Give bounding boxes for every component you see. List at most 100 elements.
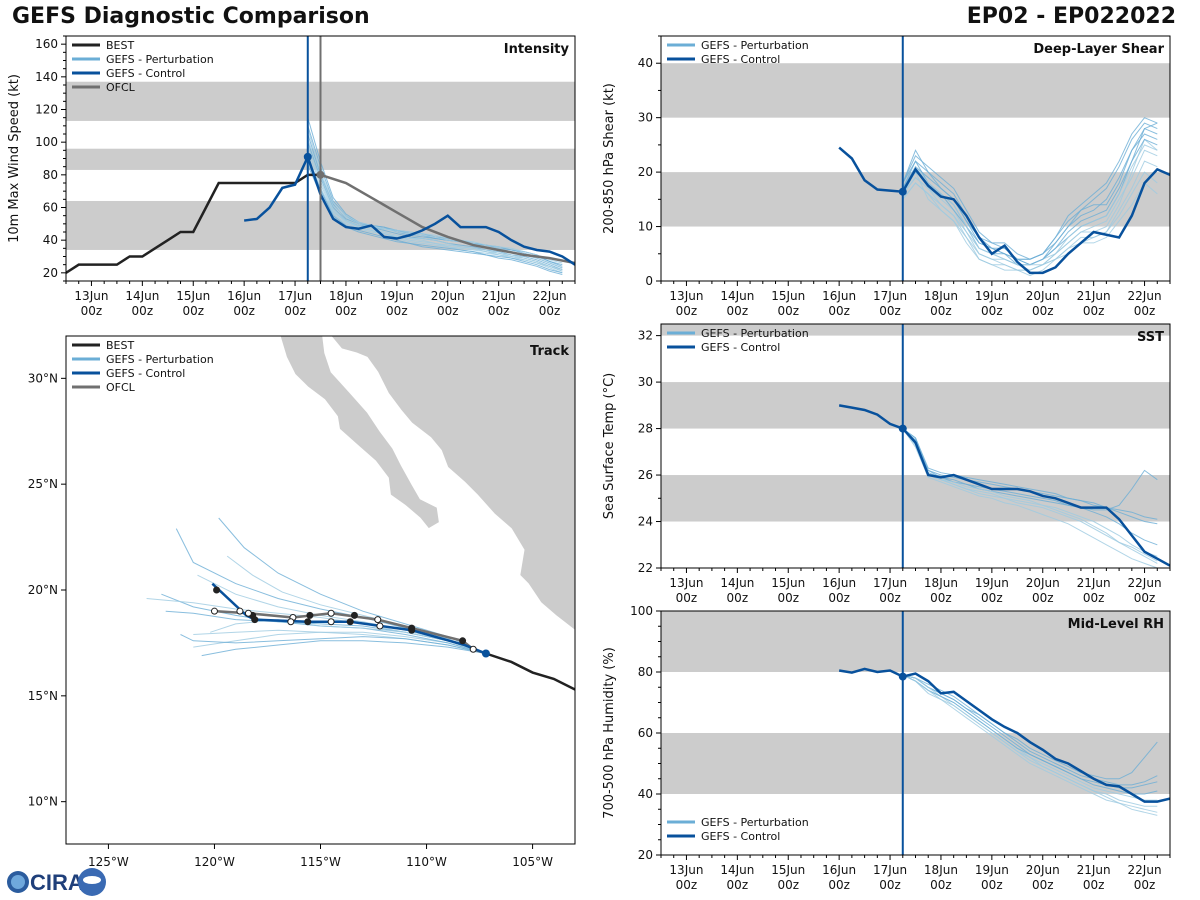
legend-label: GEFS - Control [106,67,185,80]
y-tick-label: 26 [638,468,653,482]
x-tick-label: 00z [1134,591,1156,605]
x-tick-label: 00z [386,304,408,318]
x-tick-label: 00z [727,591,749,605]
x-tick-label: 00z [981,591,1003,605]
perturbation-line [902,428,1158,562]
x-tick-label: 115°W [300,855,341,869]
perturbation-line [902,428,1158,520]
legend-label: GEFS - Perturbation [701,816,809,829]
x-tick-label: 00z [676,591,698,605]
y-tick-label: 22 [638,561,653,575]
x-tick-label: 00z [777,878,799,892]
legend-label: GEFS - Perturbation [701,327,809,340]
x-tick-label: 17Jun [873,576,907,590]
category-band [661,475,1170,522]
perturbation-line [902,674,1158,813]
perturbation-line [307,128,563,264]
x-tick-label: 19Jun [380,289,414,303]
legend-label: OFCL [106,381,136,394]
legend-label: GEFS - Perturbation [701,39,809,52]
y-tick-label: 40 [43,233,58,247]
y-tick-label: 100 [35,135,58,149]
ofcl-position-dot [236,607,244,615]
legend-label: BEST [106,339,134,352]
shear-panel: 01020304013Jun00z14Jun00z15Jun00z16Jun00… [602,35,1171,318]
x-tick-label: 22Jun [533,289,567,303]
y-axis-label: 200-850 hPa Shear (kt) [602,83,617,234]
panel-title: Deep-Layer Shear [1033,42,1164,57]
x-tick-label: 13Jun [669,863,703,877]
x-tick-label: 21Jun [482,289,516,303]
track-position-dot [350,611,358,619]
x-tick-label: 17Jun [873,863,907,877]
x-tick-label: 00z [727,878,749,892]
x-tick-label: 18Jun [329,289,363,303]
control-line [838,667,1170,803]
x-tick-label: 00z [930,878,952,892]
x-tick-label: 20Jun [1026,863,1060,877]
ofcl-position-dot [327,618,335,626]
x-tick-label: 110°W [406,855,447,869]
y-tick-label: 25°N [28,477,58,491]
x-tick-label: 00z [1032,591,1054,605]
x-tick-label: 00z [1083,591,1105,605]
land-polygon [330,336,575,631]
legend-label: GEFS - Perturbation [106,353,214,366]
x-tick-label: 19Jun [975,289,1009,303]
legend-label: OFCL [106,81,136,94]
land-polygon [279,336,440,530]
init-marker [898,187,907,196]
track-plot-area [146,336,575,691]
x-tick-label: 18Jun [924,863,958,877]
x-tick-label: 15Jun [771,863,805,877]
y-tick-label: 20 [638,165,653,179]
y-tick-label: 0 [645,274,653,288]
current-position-dot [481,649,490,658]
x-tick-label: 16Jun [227,289,261,303]
control-line [243,153,575,266]
x-tick-label: 00z [1134,304,1156,318]
x-tick-label: 18Jun [924,289,958,303]
x-tick-label: 19Jun [975,863,1009,877]
x-tick-label: 00z [1083,878,1105,892]
x-tick-label: 15Jun [771,289,805,303]
best-track-line [66,173,321,274]
x-tick-label: 20Jun [1026,289,1060,303]
x-tick-label: 14Jun [720,576,754,590]
y-tick-label: 30 [638,111,653,125]
x-tick-label: 14Jun [125,289,159,303]
track-panel: 125°W 120°W 115°W 110°W 105°W 10°N 15°N 20°N 25°… [28,335,576,869]
perturbation-line [902,428,1158,511]
storm-id-title: EP02 - EP022022 [966,4,1176,29]
x-tick-label: 00z [437,304,459,318]
figure-title: GEFS Diagnostic Comparison [12,4,370,29]
x-tick-label: 15Jun [771,576,805,590]
x-tick-label: 00z [828,304,850,318]
x-tick-label: 105°W [512,855,553,869]
x-tick-label: 00z [828,591,850,605]
control-line [838,146,1170,275]
x-tick-label: 00z [182,304,204,318]
panel-title: Intensity [504,42,570,57]
perturbation-line [902,182,1158,271]
x-tick-label: 00z [879,878,901,892]
perturbation-track [218,517,487,654]
ofcl-position-dot [210,607,218,615]
x-tick-label: 00z [233,304,255,318]
track-position-dot [459,637,467,645]
init-marker [898,424,907,433]
y-tick-label: 20°N [28,583,58,597]
x-tick-label: 00z [828,878,850,892]
x-tick-label: 00z [981,878,1003,892]
y-tick-label: 30 [638,375,653,389]
y-tick-label: 80 [43,168,58,182]
legend-label: GEFS - Perturbation [106,53,214,66]
init-marker [898,672,907,681]
x-tick-label: 00z [488,304,510,318]
y-tick-label: 100 [630,604,653,618]
intensity-plot-area [66,36,575,281]
panel-title: SST [1137,330,1164,345]
y-axis-label: Sea Surface Temp (°C) [602,373,617,520]
y-tick-label: 30°N [28,371,58,385]
x-tick-label: 00z [879,304,901,318]
